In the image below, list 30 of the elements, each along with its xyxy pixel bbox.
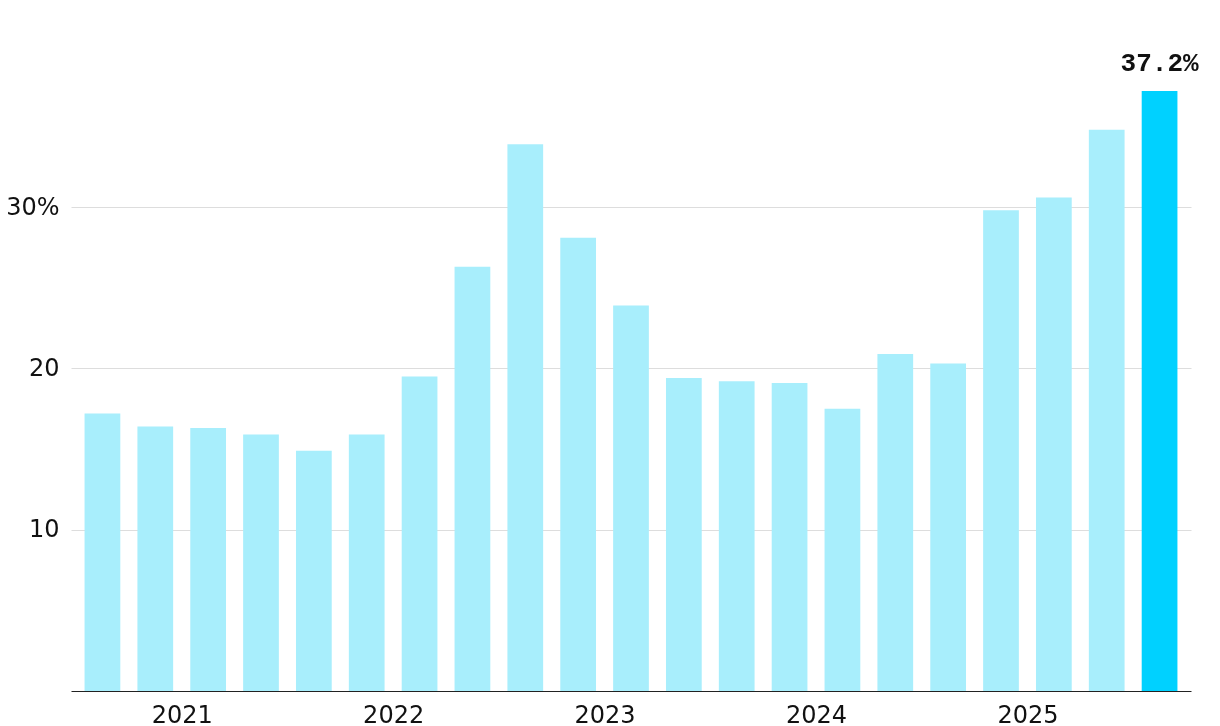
bar: [824, 408, 861, 691]
y-tick-label: 30%: [6, 192, 60, 221]
bar: [401, 376, 438, 691]
bar: [507, 144, 544, 691]
bar: [1035, 197, 1072, 691]
bar: [348, 434, 385, 691]
x-tick-label: 2022: [363, 700, 425, 726]
bar: [983, 210, 1019, 691]
x-tick-label: 2025: [997, 700, 1059, 726]
bar: [665, 378, 702, 691]
data-label: 37.2%: [1120, 49, 1199, 79]
bar: [1088, 129, 1125, 691]
bar: [137, 426, 174, 691]
bar: [454, 266, 491, 691]
y-tick-label: 10: [28, 515, 60, 544]
bar: [613, 305, 649, 691]
bar: [295, 450, 332, 691]
bar: [243, 434, 279, 691]
x-tick-label: 2024: [785, 700, 848, 726]
y-tick-label: 20: [28, 353, 60, 382]
bar: [560, 237, 597, 691]
bar: [1141, 91, 1178, 691]
x-tick-label: 2023: [574, 700, 636, 726]
bar: [84, 413, 121, 691]
x-tick-label: 2021: [151, 700, 213, 726]
bar: [190, 428, 227, 691]
bar: [930, 363, 967, 691]
bar: [718, 381, 755, 691]
bar: [877, 353, 914, 691]
bar: [771, 382, 808, 691]
